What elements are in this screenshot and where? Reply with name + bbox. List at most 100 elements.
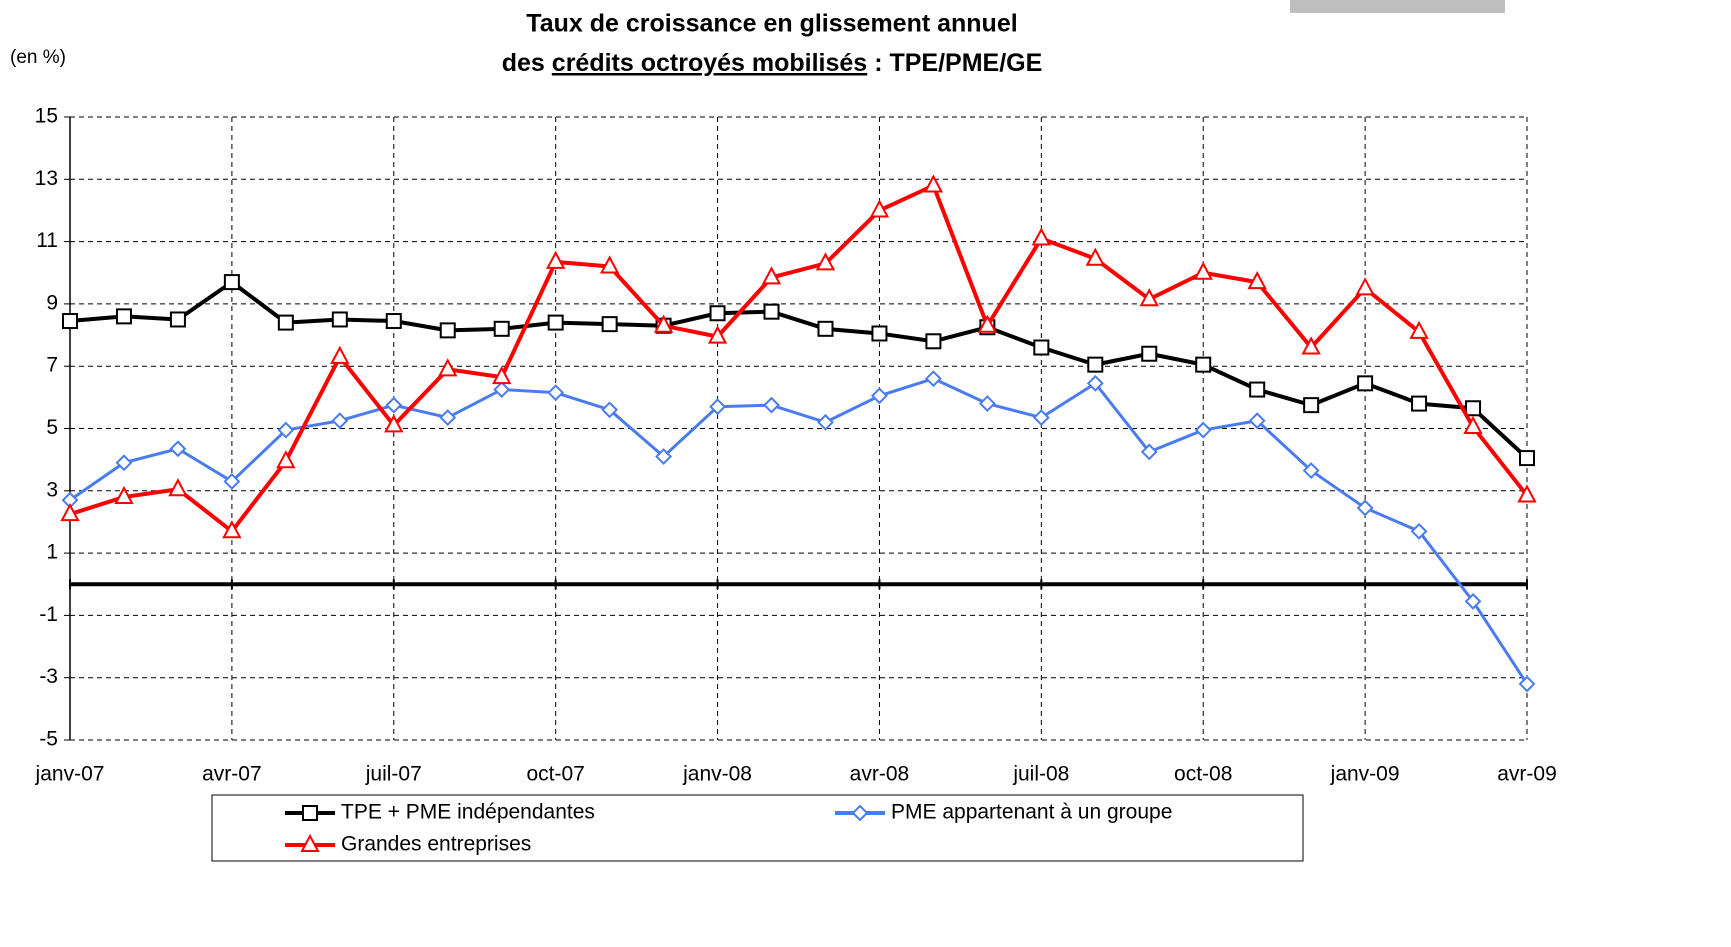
- y-axis-label: (en %): [10, 47, 66, 68]
- point: [1033, 339, 1050, 356]
- point: [1249, 381, 1266, 398]
- x-tick-label: oct-07: [526, 763, 584, 786]
- point: [601, 316, 618, 333]
- point: [331, 412, 349, 430]
- point: [330, 345, 350, 364]
- decoration: [1290, 0, 1505, 13]
- chart-title: Taux de croissance en glissement annuel: [526, 10, 1017, 38]
- point: [492, 365, 512, 385]
- point: [115, 308, 132, 325]
- point: [1194, 421, 1212, 439]
- point: [1355, 277, 1375, 296]
- point: [277, 314, 294, 331]
- point: [1193, 261, 1213, 280]
- point: [1411, 395, 1428, 412]
- y-tick-label: 11: [36, 229, 58, 252]
- point: [871, 325, 888, 342]
- point: [1248, 412, 1266, 430]
- point: [871, 387, 888, 405]
- point: [1517, 484, 1537, 503]
- y-tick-label: 5: [46, 416, 58, 439]
- point: [276, 450, 296, 469]
- title-part: : TPE/PME/GE: [874, 49, 1042, 77]
- point: [924, 370, 942, 388]
- point: [817, 320, 834, 337]
- point: [817, 413, 834, 431]
- point: [114, 485, 134, 505]
- point: [223, 473, 241, 490]
- point: [1195, 356, 1212, 373]
- series: [61, 370, 1536, 693]
- point: [60, 503, 80, 522]
- point: [709, 305, 726, 322]
- point: [977, 314, 998, 333]
- x-tick-label: avr-08: [850, 763, 910, 786]
- point: [547, 314, 564, 331]
- point: [851, 804, 869, 822]
- point: [1357, 375, 1374, 392]
- point: [1303, 397, 1320, 414]
- point: [439, 409, 457, 427]
- title-part: des: [502, 49, 545, 77]
- line: [69, 280, 1529, 460]
- point: [385, 313, 402, 330]
- point: [547, 384, 565, 402]
- point: [1465, 400, 1482, 417]
- point: [763, 396, 780, 414]
- legend: [211, 794, 1304, 862]
- point: [169, 440, 187, 458]
- point: [869, 199, 890, 218]
- x-tick-label: avr-07: [202, 763, 262, 786]
- y-tick-label: 13: [35, 167, 58, 190]
- point: [1518, 675, 1536, 693]
- legend-label: Grandes entreprises: [341, 833, 531, 856]
- x-tick-label: janv-07: [35, 763, 105, 786]
- point: [655, 448, 673, 465]
- point: [1409, 320, 1429, 339]
- point: [925, 333, 942, 350]
- point: [1139, 288, 1159, 307]
- point: [1302, 462, 1320, 479]
- point: [709, 398, 726, 416]
- point: [601, 401, 619, 419]
- y-tick-label: -5: [39, 728, 58, 751]
- x-tick-label: janv-08: [682, 763, 752, 786]
- x-tick-label: oct-08: [1174, 763, 1232, 786]
- line: [69, 183, 1529, 534]
- y-tick-label: -3: [39, 665, 58, 688]
- point: [1301, 336, 1321, 355]
- point: [1087, 356, 1104, 373]
- point: [923, 174, 944, 193]
- point: [1519, 450, 1535, 467]
- point: [302, 805, 318, 821]
- point: [1086, 374, 1104, 392]
- point: [1410, 522, 1428, 540]
- legend-label: TPE + PME indépendantes: [341, 801, 595, 824]
- point: [331, 311, 348, 328]
- point: [599, 255, 620, 274]
- y-tick-label: 9: [46, 291, 58, 314]
- point: [169, 311, 186, 328]
- point: [493, 320, 510, 337]
- point: [1247, 270, 1267, 290]
- point: [815, 252, 836, 271]
- point: [493, 381, 511, 398]
- point: [438, 358, 458, 377]
- point: [384, 414, 404, 433]
- point: [763, 303, 780, 320]
- point: [546, 250, 566, 269]
- y-tick-label: 1: [46, 541, 58, 564]
- y-tick-label: 15: [35, 105, 58, 128]
- point: [300, 833, 320, 852]
- point: [168, 478, 188, 497]
- y-tick-label: -1: [39, 603, 58, 626]
- point: [439, 322, 456, 339]
- title-part: crédits octroyés mobilisés: [552, 49, 867, 77]
- point: [222, 520, 242, 539]
- line: [69, 377, 1529, 685]
- point: [653, 314, 674, 333]
- x-tick-label: juil-07: [365, 763, 422, 786]
- series: [60, 174, 1537, 539]
- point: [277, 421, 295, 439]
